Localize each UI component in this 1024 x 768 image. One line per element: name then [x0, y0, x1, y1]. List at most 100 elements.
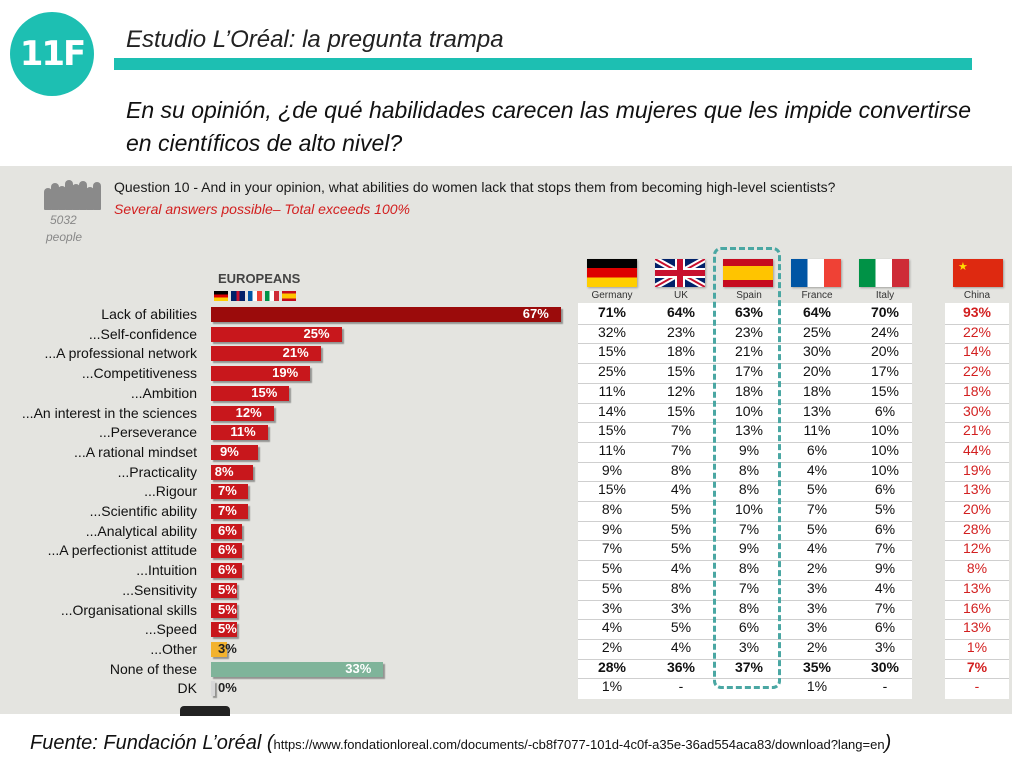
table-cell: 15% — [870, 382, 900, 399]
table-row-divider — [945, 402, 1009, 404]
table-cell: 7% — [738, 579, 760, 596]
table-cell: 1% — [966, 638, 988, 655]
category-label: Lack of abilities — [101, 306, 197, 322]
table-cell: 4% — [670, 560, 692, 577]
table-cell: 12% — [666, 382, 696, 399]
table-cell: 17% — [734, 363, 764, 380]
table-row-divider — [578, 323, 912, 325]
bar — [211, 326, 342, 342]
table-cell: 8% — [738, 599, 760, 616]
table-cell: 14% — [962, 343, 992, 360]
table-cell: 9% — [601, 520, 623, 537]
flag-germany-icon — [587, 259, 637, 287]
table-cell: 44% — [962, 441, 992, 458]
table-cell: 63% — [734, 304, 764, 320]
table-cell: 30% — [962, 402, 992, 419]
table-cell: 11% — [803, 422, 831, 439]
bar — [211, 681, 215, 697]
table-cell: 22% — [962, 363, 992, 380]
table-row-divider — [578, 520, 912, 522]
table-cell: - — [974, 678, 980, 695]
table-cell: 25% — [597, 363, 627, 380]
table-cell: 6% — [874, 481, 896, 498]
table-row-divider — [945, 520, 1009, 522]
category-label: ...Self-confidence — [88, 325, 197, 342]
bar — [211, 523, 243, 539]
bar — [211, 385, 290, 401]
table-cell: 11% — [598, 382, 626, 399]
bar — [211, 346, 321, 362]
table-cell: 7% — [874, 599, 896, 616]
flag-spain-icon — [723, 259, 773, 287]
table-cell: 6% — [874, 402, 896, 419]
table-cell: 28% — [597, 658, 627, 675]
table-cell: 13% — [802, 402, 832, 419]
table-row-divider — [578, 658, 912, 660]
source-prefix: Fuente: Fundación L’oréal ( — [30, 732, 274, 754]
table-cell: 20% — [870, 343, 900, 360]
table-cell: 5% — [601, 560, 623, 577]
table-cell: 7% — [806, 501, 828, 517]
bar-value-label: 3% — [218, 640, 237, 656]
table-cell: 9% — [874, 560, 896, 577]
table-cell: 4% — [601, 619, 623, 636]
table-cell: 20% — [962, 501, 992, 517]
table-cell: 1% — [601, 678, 623, 695]
table-row-divider — [945, 363, 1009, 365]
table-row-divider — [945, 599, 1009, 601]
table-cell: 16% — [962, 599, 992, 616]
source-url[interactable]: https://www.fondationloreal.com/document… — [273, 737, 885, 752]
table-row-divider — [945, 619, 1009, 621]
table-cell: 3% — [670, 599, 692, 616]
table-row-divider — [578, 382, 912, 384]
table-cell: 4% — [670, 481, 692, 498]
bar — [211, 425, 269, 441]
category-label: ...Organisational skills — [60, 601, 197, 618]
table-cell: 10% — [734, 501, 764, 517]
table-row-divider — [945, 540, 1009, 542]
flag-france-icon — [791, 259, 841, 287]
category-label: ...Competitiveness — [81, 365, 197, 382]
table-cell: 9% — [738, 540, 760, 557]
table-cell: 18% — [962, 382, 992, 399]
table-cell: 22% — [962, 323, 992, 340]
table-row-divider — [945, 579, 1009, 581]
source-citation: Fuente: Fundación L’oréal (https://www.f… — [30, 732, 891, 755]
table-cell: 7% — [601, 540, 623, 557]
flag-italy-icon — [265, 291, 279, 301]
table-cell: 12% — [962, 540, 992, 557]
bar-value-label: 67% — [522, 306, 549, 321]
table-cell: 4% — [670, 638, 692, 655]
bar-value-label: 7% — [218, 503, 237, 518]
table-row-divider — [578, 422, 912, 424]
table-row-divider — [945, 560, 1009, 562]
bar-value-label: 7% — [218, 483, 237, 499]
table-cell: 5% — [670, 520, 692, 537]
table-cell: 21% — [962, 422, 992, 439]
table-cell: 6% — [874, 520, 896, 537]
question-note: Several answers possible– Total exceeds … — [114, 201, 410, 217]
table-cell: 6% — [874, 619, 896, 636]
table-cell: 5% — [806, 481, 828, 498]
table-cell: 2% — [806, 638, 828, 655]
category-label: ...A professional network — [44, 345, 197, 362]
table-cell: 18% — [666, 343, 696, 360]
bar — [211, 307, 561, 322]
bar — [211, 464, 253, 480]
table-cell: 13% — [734, 422, 764, 439]
decorative-shape — [180, 706, 230, 716]
table-row-divider — [578, 560, 912, 562]
table-row-divider — [578, 343, 912, 345]
table-cell: 7% — [670, 441, 692, 458]
bar — [211, 366, 311, 382]
table-row-divider — [945, 658, 1009, 660]
bar-value-label: 12% — [235, 404, 262, 420]
table-row-divider — [945, 501, 1009, 502]
table-cell: - — [882, 678, 888, 695]
table-cell: 5% — [601, 579, 623, 596]
table-cell: 3% — [601, 599, 623, 616]
bar — [211, 504, 248, 519]
table-row-divider — [945, 638, 1009, 640]
bar — [211, 582, 238, 598]
category-label: DK — [177, 680, 197, 697]
